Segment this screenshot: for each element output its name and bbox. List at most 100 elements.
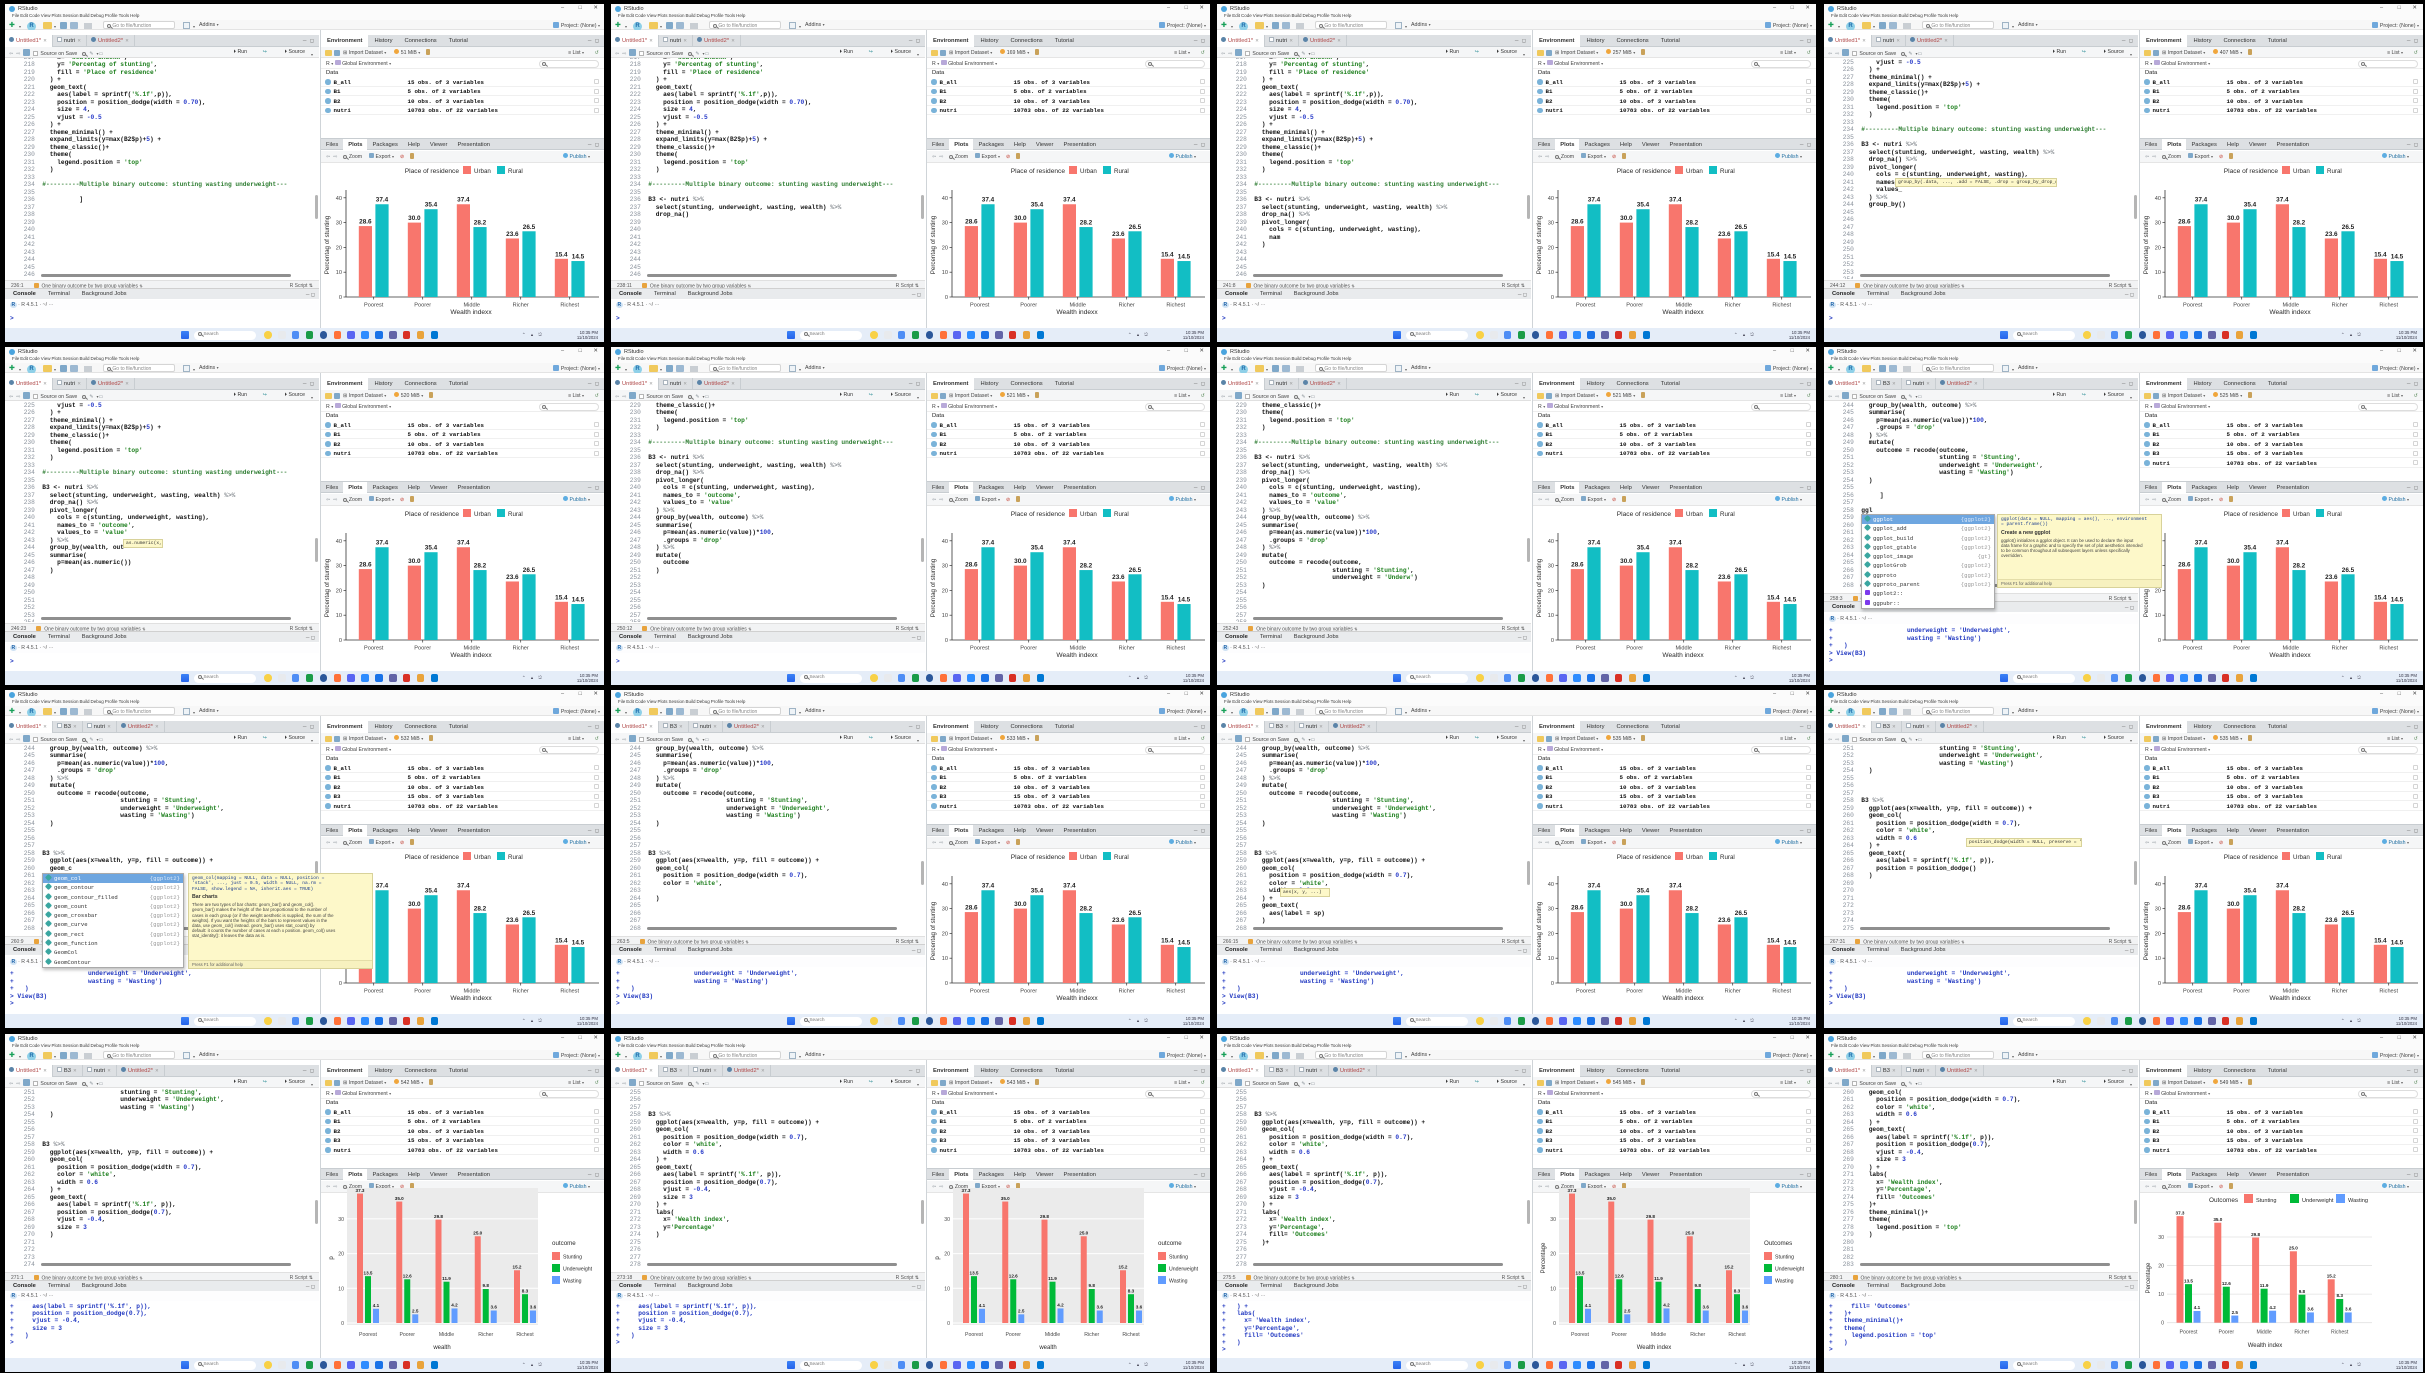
svg-text:Wealth indexx: Wealth indexx	[2269, 652, 2311, 659]
svg-text:30: 30	[336, 564, 342, 570]
svg-text:30: 30	[942, 564, 948, 570]
svg-text:15.2: 15.2	[513, 1264, 522, 1269]
svg-text:Poorer: Poorer	[2233, 989, 2250, 995]
svg-text:26.5: 26.5	[2342, 567, 2355, 574]
svg-text:25.0: 25.0	[1079, 1230, 1088, 1235]
svg-text:13.5: 13.5	[970, 1270, 979, 1275]
svg-text:Wealth indexx: Wealth indexx	[450, 309, 492, 316]
svg-text:0: 0	[2158, 295, 2161, 301]
svg-text:28.2: 28.2	[1686, 563, 1699, 570]
svg-text:37.4: 37.4	[1063, 883, 1076, 890]
svg-text:30: 30	[338, 1217, 344, 1223]
svg-text:3.6: 3.6	[530, 1305, 537, 1310]
svg-text:37.4: 37.4	[457, 197, 470, 204]
svg-text:Place of residence: Place of residence	[1011, 511, 1066, 518]
svg-text:Percentag of stunting: Percentag of stunting	[1536, 901, 1543, 960]
svg-text:Richest: Richest	[1166, 303, 1185, 309]
svg-text:Wasting: Wasting	[1169, 1279, 1188, 1285]
svg-text:Middle: Middle	[439, 1332, 454, 1338]
svg-text:Poorest: Poorest	[2180, 1330, 2198, 1336]
svg-text:10: 10	[1548, 270, 1554, 276]
svg-text:Urban: Urban	[1686, 511, 1703, 518]
svg-text:8.3: 8.3	[522, 1288, 529, 1293]
svg-text:10: 10	[338, 1286, 344, 1292]
svg-text:28.2: 28.2	[1686, 906, 1699, 913]
svg-text:Richer: Richer	[2332, 989, 2348, 995]
svg-text:Richer: Richer	[478, 1332, 493, 1338]
svg-text:37.4: 37.4	[982, 883, 995, 890]
svg-text:Outcomes: Outcomes	[2209, 1197, 2238, 1204]
svg-text:23.6: 23.6	[1718, 231, 1731, 238]
svg-text:35.4: 35.4	[425, 888, 438, 895]
svg-text:Percentag of stunting: Percentag of stunting	[930, 215, 937, 274]
svg-text:30: 30	[2155, 907, 2161, 913]
svg-text:15.2: 15.2	[2327, 1273, 2336, 1278]
svg-text:26.5: 26.5	[523, 224, 536, 231]
svg-text:Middle: Middle	[1651, 1332, 1666, 1338]
svg-text:Stunting: Stunting	[2256, 1198, 2277, 1204]
svg-text:30.0: 30.0	[1620, 558, 1633, 565]
svg-text:40: 40	[2155, 882, 2161, 888]
svg-text:Place of residence: Place of residence	[405, 854, 460, 861]
svg-text:p: p	[935, 1256, 941, 1260]
svg-text:15.4: 15.4	[2374, 937, 2387, 944]
svg-text:Urban: Urban	[474, 511, 491, 518]
svg-text:Urban: Urban	[474, 854, 491, 861]
svg-text:Richest: Richest	[2379, 646, 2398, 652]
svg-text:2.5: 2.5	[1018, 1309, 1025, 1314]
svg-text:37.3: 37.3	[962, 1188, 971, 1193]
svg-text:0: 0	[945, 981, 948, 987]
svg-text:Poorest: Poorest	[970, 646, 990, 652]
svg-text:26.5: 26.5	[2342, 224, 2355, 231]
svg-text:10: 10	[944, 1286, 950, 1292]
svg-text:Poorer: Poorer	[399, 1332, 415, 1338]
svg-text:28.6: 28.6	[965, 219, 978, 226]
svg-text:26.5: 26.5	[523, 910, 536, 917]
svg-text:30.0: 30.0	[1620, 901, 1633, 908]
svg-text:Stunting: Stunting	[1775, 1255, 1794, 1261]
svg-text:30.0: 30.0	[2227, 558, 2240, 565]
svg-text:Urban: Urban	[1686, 854, 1703, 861]
svg-text:23.6: 23.6	[2325, 231, 2338, 238]
svg-text:37.4: 37.4	[1669, 540, 1682, 547]
svg-text:Poorest: Poorest	[364, 303, 384, 309]
svg-text:Poorer: Poorer	[1005, 1332, 1021, 1338]
svg-text:Poorest: Poorest	[1571, 1332, 1589, 1338]
svg-text:4.2: 4.2	[1663, 1303, 1670, 1308]
svg-text:Richer: Richer	[513, 303, 529, 309]
svg-text:Poorest: Poorest	[1576, 989, 1596, 995]
svg-text:Richest: Richest	[1772, 646, 1791, 652]
svg-text:20: 20	[942, 245, 948, 251]
svg-text:Rural: Rural	[2327, 168, 2342, 175]
svg-text:Poorer: Poorer	[2233, 303, 2250, 309]
svg-text:Poorer: Poorer	[1611, 1332, 1627, 1338]
svg-text:35.4: 35.4	[425, 202, 438, 209]
svg-text:35.4: 35.4	[1637, 202, 1650, 209]
svg-text:Richer: Richer	[1690, 1332, 1705, 1338]
svg-text:10: 10	[942, 956, 948, 962]
svg-text:0: 0	[339, 295, 342, 301]
svg-text:Richer: Richer	[1084, 1332, 1099, 1338]
svg-text:Urban: Urban	[474, 168, 491, 175]
svg-text:37.4: 37.4	[1063, 197, 1076, 204]
svg-text:Middle: Middle	[1069, 989, 1085, 995]
svg-text:37.4: 37.4	[1588, 197, 1601, 204]
svg-text:35.4: 35.4	[425, 545, 438, 552]
svg-text:28.2: 28.2	[1686, 220, 1699, 227]
svg-text:3.6: 3.6	[2345, 1307, 2352, 1312]
svg-text:Poorest: Poorest	[364, 646, 384, 652]
svg-text:Stunting: Stunting	[563, 1255, 582, 1261]
svg-text:9.8: 9.8	[2299, 1289, 2306, 1294]
svg-text:28.2: 28.2	[2293, 220, 2306, 227]
svg-text:Richer: Richer	[2332, 303, 2348, 309]
svg-text:37.4: 37.4	[982, 197, 995, 204]
svg-text:37.4: 37.4	[457, 883, 470, 890]
svg-text:15.4: 15.4	[555, 937, 568, 944]
svg-text:Urban: Urban	[2293, 168, 2310, 175]
svg-text:10: 10	[942, 270, 948, 276]
svg-text:Percentage: Percentage	[1541, 1242, 1547, 1273]
svg-text:Wealth indexx: Wealth indexx	[1662, 995, 1704, 1002]
svg-text:Middle: Middle	[2282, 303, 2298, 309]
svg-text:15.2: 15.2	[1725, 1264, 1734, 1269]
svg-text:10: 10	[1550, 1286, 1556, 1292]
